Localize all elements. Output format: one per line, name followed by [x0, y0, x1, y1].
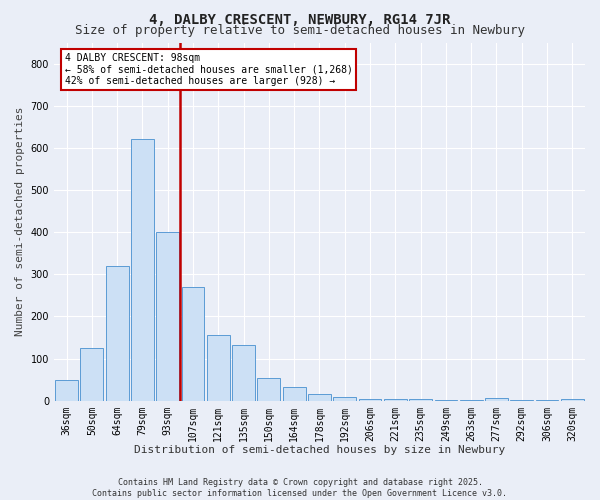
Text: 4, DALBY CRESCENT, NEWBURY, RG14 7JR: 4, DALBY CRESCENT, NEWBURY, RG14 7JR: [149, 12, 451, 26]
Bar: [384, 399, 407, 400]
Bar: [207, 334, 230, 400]
Bar: [283, 387, 305, 400]
Y-axis label: Number of semi-detached properties: Number of semi-detached properties: [15, 107, 25, 336]
Bar: [80, 348, 103, 401]
Bar: [157, 232, 179, 400]
Bar: [485, 398, 508, 400]
Text: 4 DALBY CRESCENT: 98sqm
← 58% of semi-detached houses are smaller (1,268)
42% of: 4 DALBY CRESCENT: 98sqm ← 58% of semi-de…: [65, 53, 352, 86]
Bar: [334, 396, 356, 400]
Bar: [131, 140, 154, 400]
Bar: [257, 378, 280, 400]
Bar: [561, 399, 584, 400]
X-axis label: Distribution of semi-detached houses by size in Newbury: Distribution of semi-detached houses by …: [134, 445, 505, 455]
Text: Size of property relative to semi-detached houses in Newbury: Size of property relative to semi-detach…: [75, 24, 525, 37]
Bar: [182, 287, 205, 401]
Bar: [308, 394, 331, 400]
Bar: [106, 266, 128, 400]
Text: Contains HM Land Registry data © Crown copyright and database right 2025.
Contai: Contains HM Land Registry data © Crown c…: [92, 478, 508, 498]
Bar: [359, 398, 382, 400]
Bar: [232, 344, 255, 401]
Bar: [55, 380, 78, 400]
